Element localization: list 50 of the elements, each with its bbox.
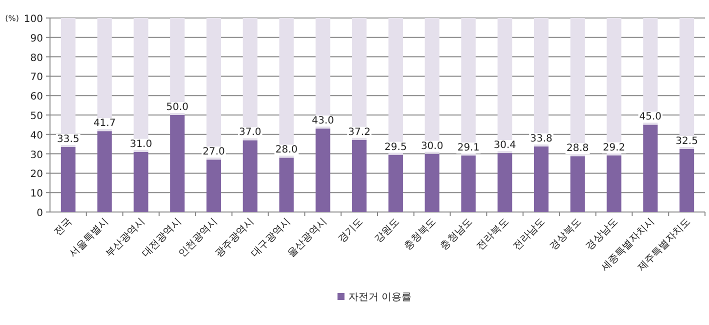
x-tick-label: 전국 <box>52 216 74 238</box>
data-label: 37.2 <box>348 126 370 138</box>
data-label: 29.2 <box>602 142 626 154</box>
data-label: 27.0 <box>202 146 225 158</box>
bar <box>279 158 294 212</box>
bar <box>352 140 367 212</box>
y-tick-label: 30 <box>30 150 43 161</box>
bar <box>570 156 585 212</box>
y-tick-label: 100 <box>24 14 43 25</box>
y-tick-label: 10 <box>30 188 43 200</box>
bar <box>606 155 622 212</box>
bar <box>498 153 512 212</box>
bar <box>60 147 76 212</box>
y-tick-label: 80 <box>30 52 43 64</box>
y-tick-label: 0 <box>36 208 43 219</box>
bar <box>680 148 694 212</box>
data-label: 50.0 <box>166 102 188 113</box>
legend: 자전거 이용률 <box>338 292 412 303</box>
data-label: 30.0 <box>420 140 444 152</box>
data-label: 41.7 <box>93 118 116 130</box>
bar <box>388 154 403 212</box>
bar <box>534 146 549 212</box>
data-label: 45.0 <box>639 112 662 123</box>
bar <box>97 131 112 212</box>
y-tick-label: 90 <box>30 33 43 44</box>
data-label: 30.4 <box>494 140 516 152</box>
bar <box>461 156 476 212</box>
bar <box>206 160 222 212</box>
y-tick-label: 50 <box>30 111 43 122</box>
y-tick-label: 40 <box>30 130 43 142</box>
data-label: 28.0 <box>275 144 298 156</box>
bar <box>242 140 258 212</box>
bar <box>424 154 440 212</box>
y-axis-title: (%) <box>5 14 19 23</box>
bar <box>316 128 330 212</box>
data-label: 37.0 <box>239 127 262 138</box>
bar <box>170 115 185 212</box>
y-tick-label: 60 <box>30 92 43 103</box>
data-label: 43.0 <box>312 116 334 127</box>
data-label: 33.5 <box>57 134 80 146</box>
data-label: 32.5 <box>676 136 698 147</box>
bar <box>643 124 658 212</box>
data-label: 33.8 <box>530 133 552 144</box>
data-label: 29.5 <box>384 142 407 153</box>
data-label: 28.8 <box>566 143 589 154</box>
y-tick-label: 20 <box>30 169 43 180</box>
y-tick-label: 70 <box>30 72 43 84</box>
bar <box>134 152 148 212</box>
data-label: 29.1 <box>457 142 480 154</box>
data-label: 31.0 <box>130 138 152 150</box>
